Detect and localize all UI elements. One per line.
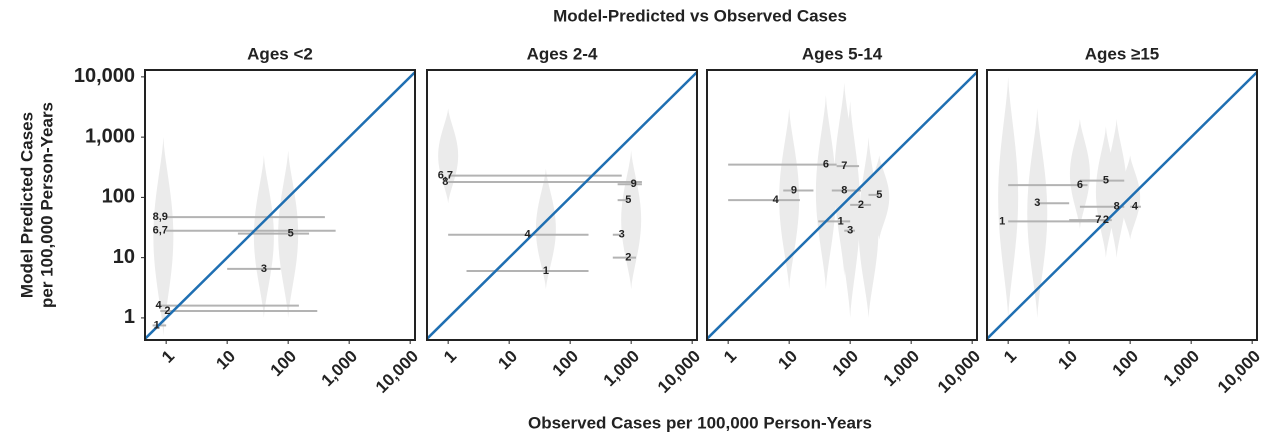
plot-area bbox=[987, 71, 1257, 340]
point-label: 1 bbox=[543, 265, 549, 277]
x-tick-label: 10,000 bbox=[1214, 347, 1264, 397]
point-label: 8 bbox=[841, 184, 847, 196]
violin bbox=[621, 150, 642, 290]
panel-frame bbox=[426, 69, 698, 341]
x-tick-label: 1 bbox=[1000, 347, 1020, 367]
violin bbox=[779, 108, 800, 290]
violin bbox=[858, 137, 879, 318]
point-label: 5 bbox=[876, 189, 882, 201]
panel-title: Ages 5-14 bbox=[802, 44, 883, 63]
point-label: 3 bbox=[847, 225, 853, 237]
x-tick-label: 1,000 bbox=[600, 347, 644, 391]
y-tick-label: 10 bbox=[113, 246, 135, 268]
violin bbox=[1106, 118, 1127, 258]
panel-title: Ages <2 bbox=[247, 44, 313, 63]
y-tick-label: 1,000 bbox=[85, 125, 135, 147]
point-label: 2 bbox=[858, 199, 864, 211]
x-tick-label: 1 bbox=[720, 347, 740, 367]
point-label: 6 bbox=[823, 159, 829, 171]
point-label: 6 bbox=[1077, 179, 1083, 191]
y-tick-label: 1 bbox=[124, 306, 135, 328]
x-tick-label: 10 bbox=[494, 347, 521, 374]
chart-title: Model-Predicted vs Observed Cases bbox=[553, 6, 847, 25]
identity-line bbox=[707, 71, 977, 340]
violin bbox=[1027, 108, 1048, 318]
plot-area bbox=[427, 71, 697, 340]
x-tick-label: 100 bbox=[829, 347, 862, 380]
point-label: 1 bbox=[999, 215, 1005, 227]
panel-frame bbox=[986, 69, 1258, 341]
x-tick-label: 10 bbox=[774, 347, 801, 374]
violin bbox=[840, 100, 861, 318]
x-tick-label: 1 bbox=[158, 347, 178, 367]
point-label: 5 bbox=[625, 194, 631, 206]
violin bbox=[535, 168, 556, 290]
identity-line bbox=[145, 71, 415, 340]
point-label: 4 bbox=[155, 300, 162, 312]
panel-frame bbox=[144, 69, 416, 341]
point-label: 8,9 bbox=[153, 211, 168, 223]
point-label: 7 bbox=[1095, 214, 1101, 226]
y-axis-label-line: Model Predicted Cases bbox=[17, 112, 36, 298]
x-axis-label: Observed Cases per 100,000 Person-Years bbox=[528, 413, 872, 432]
point-label: 5 bbox=[288, 228, 294, 240]
panel: Ages ≥15 1 3 6 5 7 28 4 1 10 100 1,000 10,000 bbox=[986, 44, 1264, 397]
point-label: 3 bbox=[261, 263, 267, 275]
y-axis-label: Model Predicted Cases per 100,000 Person… bbox=[17, 102, 56, 308]
x-tick-label: 100 bbox=[1109, 347, 1142, 380]
violin bbox=[438, 108, 459, 204]
point-label: 9 bbox=[631, 178, 637, 190]
point-label: 1 bbox=[154, 319, 160, 331]
x-tick-label: 1,000 bbox=[880, 347, 924, 391]
panel-title: Ages ≥15 bbox=[1085, 44, 1160, 63]
point-label: 8 bbox=[442, 176, 448, 188]
violin bbox=[1069, 118, 1090, 229]
y-tick-label: 10,000 bbox=[74, 65, 135, 87]
x-tick-label: 100 bbox=[267, 347, 300, 380]
point-label: 7 bbox=[841, 160, 847, 172]
identity-line bbox=[427, 71, 697, 340]
point-label: 3 bbox=[619, 229, 625, 241]
point-label: 4 bbox=[1132, 201, 1139, 213]
point-label: 4 bbox=[524, 229, 531, 241]
x-tick-label: 1 bbox=[440, 347, 460, 367]
violin bbox=[253, 155, 274, 318]
violin bbox=[815, 95, 836, 290]
violin bbox=[153, 137, 174, 337]
violin bbox=[869, 155, 890, 240]
x-tick-label: 10,000 bbox=[372, 347, 422, 397]
x-tick-label: 10,000 bbox=[934, 347, 984, 397]
violin bbox=[998, 76, 1019, 318]
x-tick-label: 10 bbox=[1054, 347, 1081, 374]
plot-area bbox=[145, 71, 415, 340]
plot-area bbox=[707, 71, 977, 340]
point-label: 9 bbox=[791, 184, 797, 196]
point-label: 3 bbox=[1034, 197, 1040, 209]
point-label: 2 bbox=[1103, 214, 1109, 226]
point-label: 2 bbox=[625, 252, 631, 264]
point-label: 1 bbox=[838, 215, 844, 227]
point-label: 2 bbox=[164, 305, 170, 317]
x-tick-label: 10 bbox=[212, 347, 239, 374]
x-tick-label: 10,000 bbox=[654, 347, 704, 397]
panel-frame bbox=[706, 69, 978, 341]
identity-line bbox=[987, 71, 1257, 340]
point-label: 8 bbox=[1114, 201, 1120, 213]
y-tick-label: 100 bbox=[102, 186, 135, 208]
point-label: 6,7 bbox=[153, 225, 168, 237]
x-tick-label: 100 bbox=[549, 347, 582, 380]
point-label: 4 bbox=[773, 194, 780, 206]
point-label: 5 bbox=[1103, 174, 1109, 186]
x-tick-label: 1,000 bbox=[318, 347, 362, 391]
panel: Ages 2-4 6,78 95 4 32 1 1 10 100 1,000 10,000 bbox=[426, 44, 704, 397]
x-tick-label: 1,000 bbox=[1160, 347, 1204, 391]
point-label: 6,7 bbox=[438, 169, 453, 181]
panel-title: Ages 2-4 bbox=[527, 44, 598, 63]
y-axis-label-line: per 100,000 Person-Years bbox=[37, 102, 56, 308]
